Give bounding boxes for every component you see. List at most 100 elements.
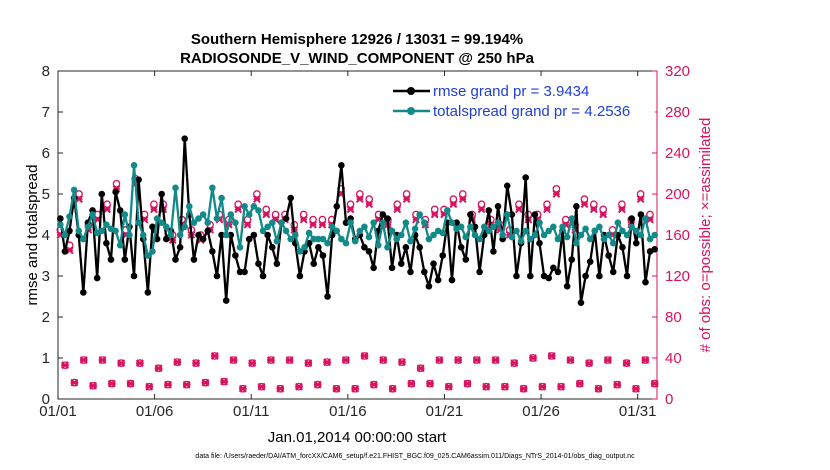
rmse-point [582, 272, 589, 280]
obs-assimilated-point [472, 356, 481, 364]
obs-assimilated-point [98, 356, 107, 364]
x-tick-label: 01/01 [39, 403, 77, 420]
rmse-point [121, 256, 129, 263]
rmse-point [218, 231, 225, 239]
totalspread-point [646, 235, 654, 243]
obs-assimilated-point [318, 220, 327, 229]
totalspread-point [232, 219, 239, 226]
totalspread-point [600, 235, 608, 243]
totalspread-point [255, 207, 262, 214]
data-file-footnote: data file: /Users/raeder/DAI/ATM_forcXX/… [195, 453, 635, 460]
rmse-point [577, 299, 585, 306]
obs-assimilated-point [402, 195, 411, 204]
legend-rmse-marker [407, 87, 415, 95]
obs-possible-point [618, 200, 626, 209]
rmse-point [430, 260, 437, 268]
obs-assimilated-point [360, 352, 369, 360]
rmse-point [471, 223, 479, 231]
totalspread-point [103, 221, 110, 229]
obs-assimilated-point [257, 382, 266, 391]
rmse-point [342, 219, 350, 226]
obs-assimilated-point [566, 356, 575, 364]
totalspread-point [365, 233, 373, 241]
obs-assimilated-point [641, 356, 650, 364]
totalspread-point [637, 231, 645, 239]
totalspread-point [80, 235, 87, 243]
totalspread-point [126, 231, 133, 239]
obs-assimilated-point [538, 382, 547, 391]
obs-possible-point [365, 195, 374, 203]
obs-assimilated-point [164, 380, 172, 389]
rmse-point [361, 244, 368, 251]
totalspread-point [393, 235, 400, 243]
legend-spread-label: totalspread grand pr = 4.2536 [433, 103, 630, 120]
totalspread-point [351, 237, 359, 245]
totalspread-point [374, 241, 382, 249]
totalspread-point [480, 223, 488, 231]
rmse-point [319, 252, 327, 259]
totalspread-point [416, 211, 424, 218]
obs-possible-point [646, 210, 654, 219]
totalspread-point [310, 235, 318, 243]
obs-possible-point [458, 190, 467, 198]
totalspread-point [204, 219, 212, 226]
totalspread-point [651, 231, 658, 239]
obs-assimilated-point [346, 205, 355, 214]
totalspread-point [264, 223, 271, 231]
x-tick-label: 01/31 [619, 403, 657, 420]
rmse-point [439, 252, 447, 259]
rmse-point [255, 260, 262, 268]
y-tick-label: 4 [42, 227, 50, 244]
rmse-point [107, 256, 115, 263]
totalspread-point [250, 203, 258, 210]
totalspread-point [273, 237, 281, 245]
obs-assimilated-point [552, 190, 561, 198]
rmse-point [568, 256, 576, 263]
totalspread-point [485, 227, 493, 235]
obs-assimilated-point [276, 384, 285, 393]
rmse-point [158, 190, 165, 198]
rmse-point [190, 256, 198, 263]
obs-possible-point [75, 190, 83, 198]
totalspread-point [444, 207, 451, 214]
obs-possible-point [234, 200, 243, 209]
y2-tick-label: 200 [665, 186, 690, 203]
obs-assimilated-point [89, 381, 98, 390]
totalspread-point [176, 231, 184, 239]
rmse-point [199, 235, 207, 243]
rmse-point [273, 260, 281, 268]
obs-assimilated-point [145, 382, 154, 391]
obs-assimilated-point [304, 359, 313, 368]
y2-tick-label: 280 [665, 104, 690, 121]
totalspread-point [632, 227, 640, 235]
rmse-point [195, 231, 202, 239]
obs-possible-point [112, 179, 121, 188]
totalspread-point [89, 211, 96, 218]
obs-assimilated-point [482, 382, 491, 391]
totalspread-point [577, 231, 585, 239]
rmse-point [536, 239, 543, 247]
totalspread-point [75, 227, 83, 235]
x-tick-label: 01/21 [426, 403, 464, 420]
totalspread-point [642, 215, 649, 222]
totalspread-point [471, 231, 479, 239]
rmse-point [209, 248, 216, 255]
totalspread-point [508, 233, 516, 241]
rmse-point [531, 211, 539, 218]
obs-possible-point [477, 200, 486, 209]
rmse-point [282, 215, 290, 222]
totalspread-point [319, 235, 327, 243]
rmse-point [573, 203, 580, 210]
rmse-point [453, 219, 460, 226]
rmse-point [250, 231, 258, 239]
totalspread-point [582, 225, 589, 233]
obs-assimilated-point [458, 195, 467, 204]
totalspread-point [222, 231, 230, 239]
obs-assimilated-point [589, 205, 598, 214]
totalspread-point [139, 231, 147, 239]
totalspread-point [388, 227, 396, 235]
rmse-point [637, 211, 645, 218]
legend: rmse grand pr = 3.9434 totalspread grand… [390, 80, 655, 122]
totalspread-point [605, 231, 612, 239]
